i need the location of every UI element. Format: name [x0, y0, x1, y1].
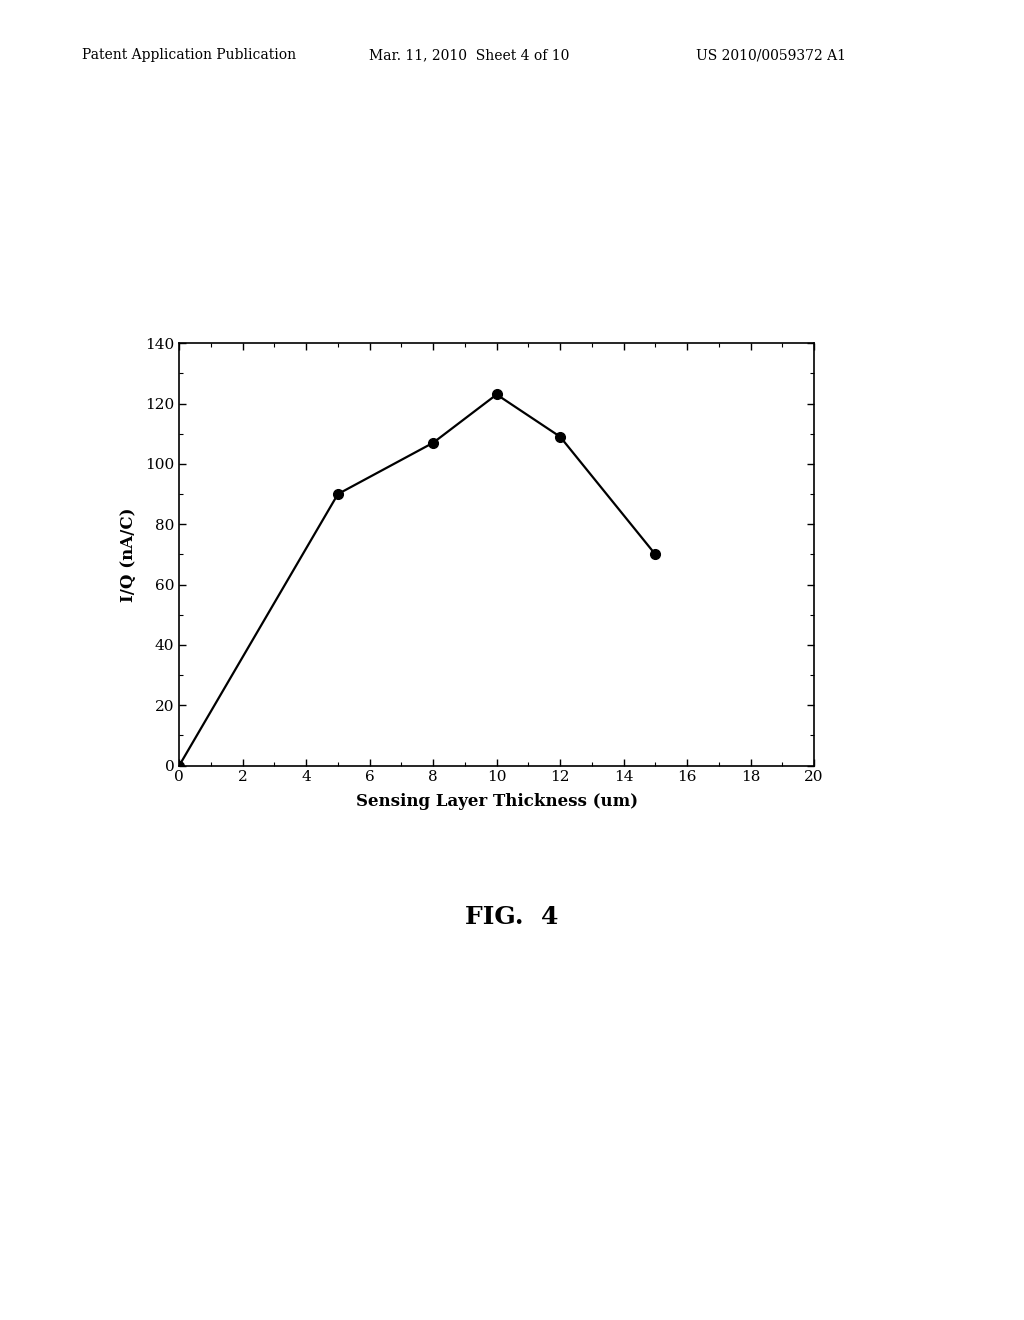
Y-axis label: I/Q (nA/C): I/Q (nA/C) — [120, 507, 137, 602]
Text: FIG.  4: FIG. 4 — [465, 906, 559, 929]
Text: Mar. 11, 2010  Sheet 4 of 10: Mar. 11, 2010 Sheet 4 of 10 — [369, 49, 569, 62]
X-axis label: Sensing Layer Thickness (um): Sensing Layer Thickness (um) — [355, 793, 638, 809]
Text: US 2010/0059372 A1: US 2010/0059372 A1 — [696, 49, 846, 62]
Text: Patent Application Publication: Patent Application Publication — [82, 49, 296, 62]
